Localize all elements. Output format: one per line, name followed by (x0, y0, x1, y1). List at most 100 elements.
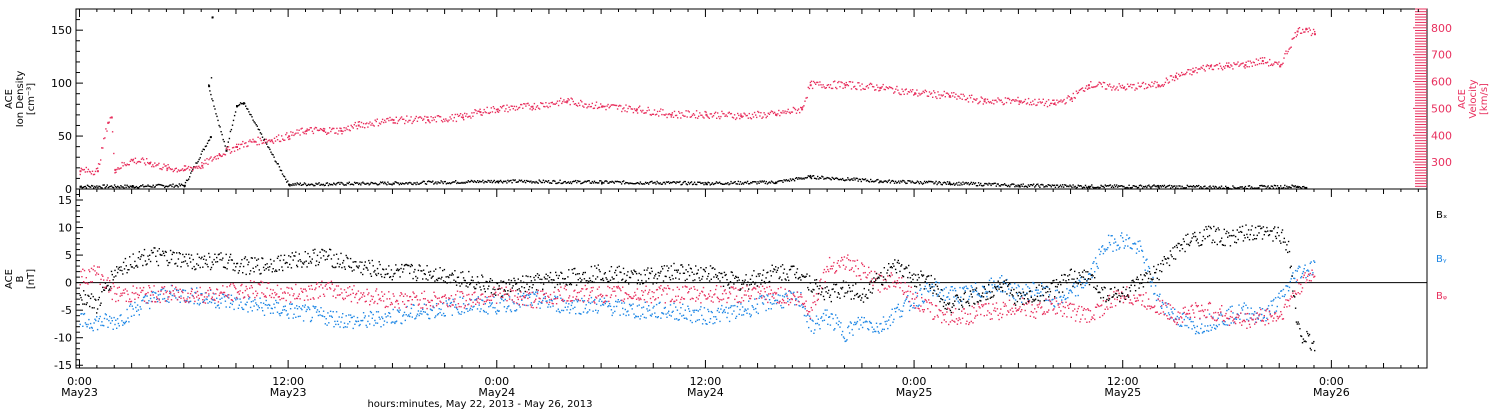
data-point (186, 298, 188, 300)
data-point (491, 111, 494, 113)
data-point (814, 82, 816, 84)
data-point (587, 180, 589, 182)
data-point (761, 180, 763, 182)
data-point (1039, 295, 1041, 297)
data-point (1187, 185, 1189, 188)
data-point (918, 308, 920, 310)
data-point (183, 299, 186, 301)
data-point (881, 328, 884, 330)
data-point (308, 129, 310, 131)
data-point (1235, 63, 1237, 66)
data-point (748, 300, 750, 302)
data-point (874, 270, 876, 273)
data-point (1116, 244, 1118, 247)
data-point (281, 297, 283, 300)
data-point (337, 182, 339, 184)
data-point (319, 128, 322, 130)
data-point (791, 178, 794, 180)
data-point (614, 104, 617, 107)
data-point (262, 281, 264, 283)
data-point (1213, 187, 1215, 189)
data-point (99, 185, 101, 188)
data-point (817, 81, 819, 84)
data-point (461, 181, 463, 184)
data-point (131, 291, 133, 294)
data-point (306, 308, 308, 311)
data-point (1078, 185, 1080, 187)
data-point (1186, 71, 1188, 73)
data-point (390, 119, 392, 121)
data-point (594, 298, 596, 301)
data-point (1210, 64, 1213, 66)
data-point (886, 320, 888, 322)
data-point (392, 182, 395, 185)
data-point (194, 166, 196, 168)
data-point (754, 298, 756, 300)
data-point (272, 312, 274, 314)
data-point (1280, 185, 1282, 187)
data-point (89, 322, 92, 325)
data-point (767, 301, 769, 304)
data-point (1120, 185, 1122, 187)
data-point (364, 315, 366, 317)
data-point (375, 311, 378, 313)
data-point (492, 295, 494, 297)
data-point (1167, 185, 1170, 187)
data-point (299, 315, 301, 317)
data-point (705, 111, 707, 113)
data-point (385, 316, 387, 318)
data-point (363, 317, 366, 319)
data-point (439, 116, 442, 118)
data-point (568, 182, 571, 184)
data-point (229, 152, 232, 154)
data-point (156, 184, 159, 186)
data-point (1304, 31, 1306, 33)
data-point (1093, 261, 1095, 263)
data-point (1167, 303, 1169, 305)
data-point (145, 185, 147, 187)
data-point (686, 183, 688, 186)
data-point (132, 285, 134, 287)
data-point (429, 180, 431, 183)
data-point (888, 285, 890, 287)
data-point (176, 171, 178, 173)
data-point (105, 314, 107, 316)
data-point (458, 182, 460, 184)
data-point (304, 130, 306, 133)
data-point (1109, 184, 1112, 186)
data-point (619, 181, 622, 183)
data-point (297, 132, 299, 134)
data-point (873, 328, 875, 330)
data-point (476, 301, 479, 303)
data-point (971, 286, 973, 289)
data-point (469, 299, 472, 301)
data-point (1278, 61, 1280, 63)
density-axis-label: [cm⁻³] (26, 83, 37, 115)
data-point (171, 185, 173, 188)
data-point (942, 295, 945, 297)
data-point (1188, 185, 1190, 188)
data-point (587, 311, 589, 313)
data-point (1231, 305, 1233, 307)
data-point (561, 102, 563, 105)
data-point (672, 181, 674, 183)
data-point (627, 310, 629, 312)
data-point (96, 170, 99, 173)
data-point (689, 182, 692, 184)
data-point (1285, 187, 1287, 189)
data-point (718, 181, 721, 183)
data-point (150, 186, 152, 188)
data-point (1187, 317, 1189, 319)
data-point (909, 89, 912, 91)
data-point (908, 300, 910, 303)
data-point (944, 182, 947, 184)
data-point (275, 294, 277, 296)
data-point (83, 186, 86, 188)
data-point (496, 180, 499, 183)
data-point (262, 142, 264, 144)
data-point (443, 181, 445, 183)
data-point (154, 301, 156, 303)
data-point (246, 107, 248, 110)
data-point (836, 87, 838, 90)
data-point (503, 104, 505, 107)
